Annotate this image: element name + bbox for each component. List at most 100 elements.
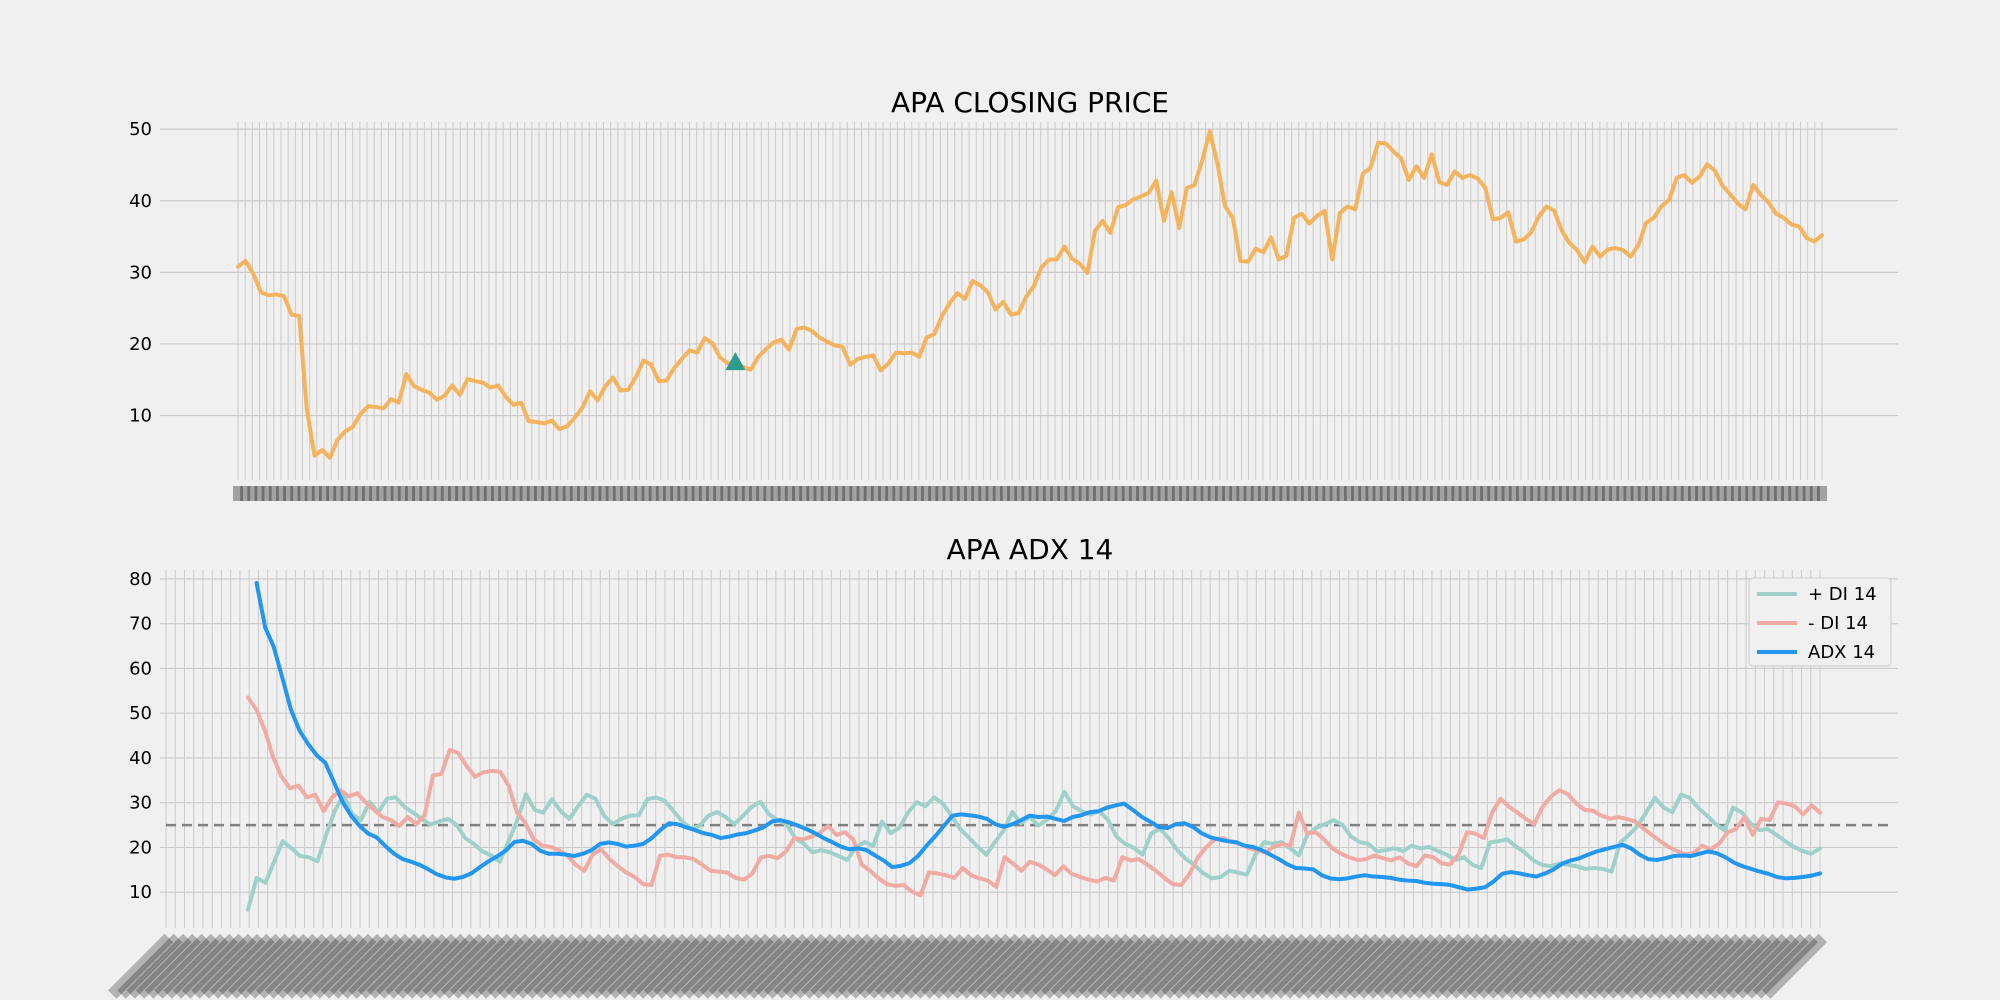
x-tick-label-mark <box>1501 486 1512 501</box>
x-tick-label-mark <box>819 933 885 999</box>
x-tick-label-mark <box>491 486 502 501</box>
series-line-adx-14 <box>254 580 1822 892</box>
x-tick-label-mark <box>1766 486 1777 501</box>
x-tick-label-mark <box>1007 486 1018 501</box>
x-tick-label-mark <box>326 486 337 501</box>
x-tick-label-mark <box>1379 486 1390 501</box>
x-tick-label-mark <box>1781 486 1792 501</box>
x-tick-label-mark <box>597 933 663 999</box>
x-tick-label-mark <box>1752 486 1763 501</box>
x-tick-label-mark <box>1263 933 1329 999</box>
x-tick-label-mark <box>1437 486 1448 501</box>
x-tick-label-mark <box>773 933 839 999</box>
price-chart-panel: APA CLOSING PRICE 10 20 30 40 50 <box>129 86 1898 501</box>
x-tick-label-mark <box>1472 486 1483 501</box>
x-tick-label-mark <box>354 486 365 501</box>
x-tick-label-mark <box>948 933 1014 999</box>
x-tick-label-mark <box>412 933 478 999</box>
x-tick-label-mark <box>209 933 275 999</box>
x-tick-label-mark <box>995 933 1061 999</box>
x-tick-label-mark <box>1809 486 1820 501</box>
x-tick-label-mark <box>677 486 688 501</box>
x-tick-label-mark <box>1429 486 1440 501</box>
x-tick-label-mark <box>849 486 860 501</box>
adx-chart-title: APA ADX 14 <box>947 533 1114 566</box>
x-tick-label-mark <box>555 486 566 501</box>
x-tick-label-mark <box>1096 933 1162 999</box>
x-tick-label-mark <box>1623 486 1634 501</box>
x-tick-label-mark <box>1716 486 1727 501</box>
x-tick-label-mark <box>847 933 913 999</box>
x-tick-label-mark <box>347 486 358 501</box>
x-tick-label-mark <box>1652 486 1663 501</box>
price-grid <box>160 122 1898 480</box>
x-tick-label-mark <box>255 933 321 999</box>
x-tick-label-mark <box>976 933 1042 999</box>
x-tick-label-mark <box>727 933 793 999</box>
x-tick-label-mark <box>1229 486 1240 501</box>
x-tick-label-mark <box>1508 486 1519 501</box>
x-tick-label-mark <box>1293 486 1304 501</box>
x-tick-label-mark <box>584 486 595 501</box>
y-tick-label: 50 <box>129 119 152 140</box>
x-tick-label-mark <box>756 486 767 501</box>
x-tick-label-mark <box>1372 486 1383 501</box>
adx-legend: + DI 14 - DI 14 ADX 14 <box>1748 577 1892 667</box>
x-tick-label-mark <box>835 486 846 501</box>
x-tick-label-mark <box>261 486 272 501</box>
x-tick-label-mark <box>1157 486 1168 501</box>
x-tick-label-mark <box>684 486 695 501</box>
x-tick-label-mark <box>949 486 960 501</box>
x-tick-label-mark <box>375 933 442 999</box>
x-tick-label-mark <box>144 933 211 999</box>
x-tick-label-mark <box>433 486 444 501</box>
x-tick-label-mark <box>1743 933 1809 999</box>
x-tick-label-mark <box>906 486 917 501</box>
x-tick-label-mark <box>1523 486 1534 501</box>
x-tick-label-mark <box>405 486 416 501</box>
x-tick-label-mark <box>1236 486 1247 501</box>
x-tick-label-mark <box>791 933 857 999</box>
x-tick-label-mark <box>1343 486 1354 501</box>
x-tick-label-mark <box>117 933 183 999</box>
x-tick-label-mark <box>913 486 924 501</box>
x-tick-label-mark <box>801 933 867 999</box>
x-tick-label-mark <box>290 486 301 501</box>
x-tick-label-mark <box>699 933 765 999</box>
x-tick-label-mark <box>606 933 673 999</box>
x-tick-label-mark <box>1549 933 1615 999</box>
x-tick-label-mark <box>135 933 201 999</box>
x-tick-label-mark <box>1373 933 1439 999</box>
x-tick-label-mark <box>856 933 922 999</box>
x-tick-label-mark <box>1762 933 1828 999</box>
x-tick-label-mark <box>1577 933 1643 999</box>
x-tick-label-mark <box>1788 486 1799 501</box>
x-tick-label-mark <box>1558 933 1624 999</box>
x-tick-label-mark <box>1392 933 1458 999</box>
x-tick-label-mark <box>1531 933 1597 999</box>
x-tick-label-mark <box>1465 486 1476 501</box>
x-tick-label-mark <box>1059 933 1125 999</box>
x-tick-label-mark <box>885 486 896 501</box>
x-tick-label-mark <box>874 933 941 999</box>
x-tick-label-mark <box>233 486 243 501</box>
x-tick-label-mark <box>329 933 395 999</box>
x-tick-label-mark <box>1143 486 1154 501</box>
x-tick-label-mark <box>1512 933 1578 999</box>
x-tick-label-mark <box>1795 486 1806 501</box>
x-tick-label-mark <box>579 933 645 999</box>
x-tick-label-mark <box>1021 486 1032 501</box>
x-tick-label-mark <box>892 486 903 501</box>
x-tick-label-mark <box>734 486 745 501</box>
x-tick-label-mark <box>426 486 437 501</box>
x-tick-label-mark <box>1752 933 1818 999</box>
x-tick-label-mark <box>928 486 939 501</box>
x-tick-label-mark <box>1078 933 1144 999</box>
x-tick-label-mark <box>276 486 287 501</box>
x-tick-label-mark <box>268 486 279 501</box>
x-tick-label-mark <box>1734 933 1800 999</box>
x-tick-label-mark <box>320 933 386 999</box>
x-tick-label-mark <box>1290 933 1356 999</box>
x-tick-label-mark <box>792 486 803 501</box>
x-tick-label-mark <box>1444 486 1455 501</box>
